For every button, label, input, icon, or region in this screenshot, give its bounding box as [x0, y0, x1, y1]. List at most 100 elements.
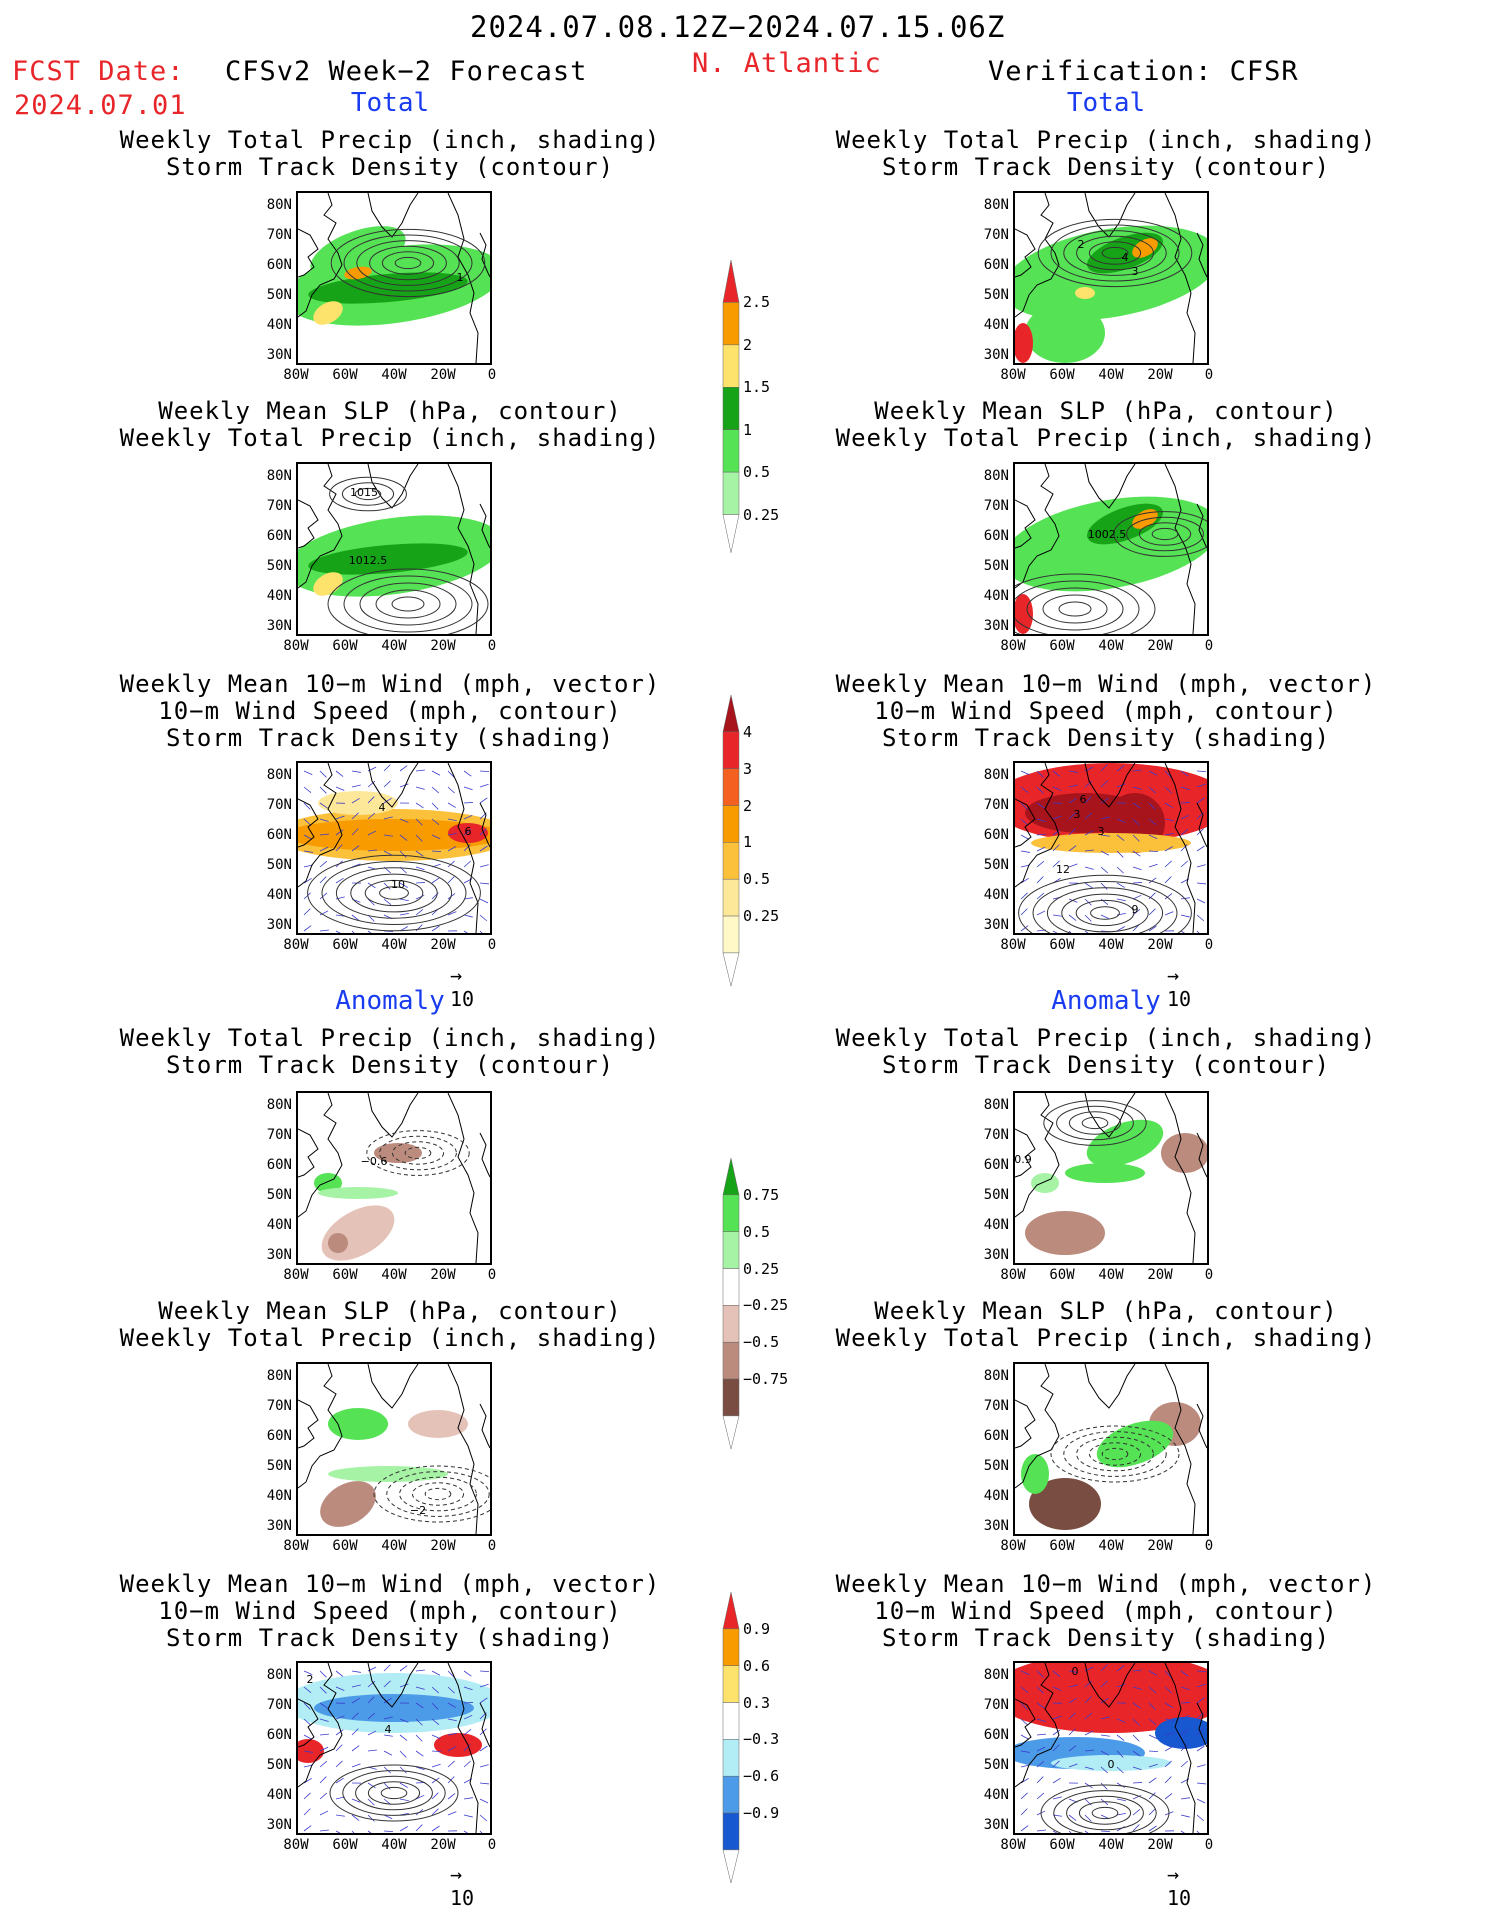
lat-label: 40N [983, 588, 1009, 604]
wind-vector [1132, 850, 1141, 857]
wind-vector [431, 1808, 439, 1816]
coastline [298, 193, 343, 318]
wind-vector [383, 780, 391, 788]
coastline [1084, 1364, 1136, 1409]
lat-label: 30N [266, 917, 292, 933]
coastline [367, 464, 419, 509]
contour-label: 4 [1122, 251, 1129, 264]
lon-label: 80W [1000, 367, 1026, 383]
wind-vector [1164, 1702, 1173, 1708]
wind-vector [399, 834, 408, 841]
map-verification-slp-anomaly [1013, 1362, 1209, 1536]
wind-vector [1164, 846, 1173, 852]
wind-vector [431, 1702, 439, 1710]
colorbar-cap [722, 1157, 740, 1196]
contour-line [1078, 1801, 1132, 1825]
coastline [447, 763, 479, 933]
wind-vector [415, 769, 425, 772]
lon-label: 20W [430, 1837, 456, 1853]
wind-vector [383, 1680, 391, 1688]
wind-vector [1132, 1702, 1141, 1709]
shading-blob [1132, 238, 1158, 258]
wind-vector [1148, 1750, 1159, 1753]
wind-vector [447, 832, 457, 836]
wind-vector [1132, 1669, 1142, 1672]
wind-vector [415, 818, 423, 826]
wind-vector [351, 1745, 360, 1752]
coastline [298, 1093, 343, 1218]
left-anomaly-label: Anomaly [335, 986, 445, 1016]
wind-vector [1084, 866, 1094, 870]
wind-vector [463, 844, 471, 852]
lon-label: 20W [430, 1538, 456, 1554]
wind-vector [431, 1734, 441, 1740]
vector-ref-v-anom: → 10 [1167, 1862, 1192, 1910]
contour-line [394, 256, 422, 270]
wind-vector [1100, 1716, 1110, 1720]
wind-vector [1084, 1830, 1089, 1833]
wind-vector [1164, 1760, 1172, 1768]
wind-vector [351, 1712, 359, 1720]
wind-vector [367, 930, 372, 933]
wind-vector [399, 1718, 409, 1723]
wind-vector [1084, 898, 1092, 906]
map-verification-slp-total: 1002.5 [1013, 462, 1209, 636]
wind-vector [319, 1733, 329, 1736]
wind-vector [1100, 914, 1110, 920]
coastline [1015, 1399, 1036, 1449]
contour-line [1050, 224, 1180, 282]
wind-vector [367, 1712, 376, 1720]
coastline [1196, 1132, 1207, 1178]
wind-vector [1036, 770, 1044, 778]
contour-line [1042, 594, 1108, 624]
colorbar-label: 2 [743, 796, 753, 815]
lat-label: 50N [983, 1458, 1009, 1474]
wind-vector [1036, 892, 1045, 900]
coastline [1015, 763, 1060, 888]
wind-vector [1196, 1830, 1200, 1833]
contour-label: 3 [1132, 265, 1139, 278]
contour-line [1040, 1784, 1170, 1833]
wind-vector [1164, 1776, 1172, 1784]
wind-vector [1084, 1696, 1092, 1704]
wind-vector [1052, 844, 1060, 852]
wind-vector [335, 770, 344, 777]
wind-vector [399, 765, 408, 772]
wind-vector [1148, 908, 1156, 916]
lat-label: 70N [983, 797, 1009, 813]
wind-vector [399, 1782, 408, 1788]
wind-vector [399, 850, 407, 858]
wind-vector [1020, 1702, 1028, 1710]
wind-vector [1052, 1760, 1060, 1768]
wind-vector [1084, 930, 1089, 933]
colorbar-storm-density [721, 694, 741, 987]
colorbar-cap [722, 694, 740, 733]
shading-blob [328, 1408, 388, 1440]
wind-vector [1132, 1734, 1140, 1742]
wind-vector [319, 1776, 327, 1784]
wind-vector [303, 786, 312, 793]
wind-vector [383, 1830, 394, 1833]
right-anomaly-label: Anomaly [1051, 986, 1161, 1016]
lat-label: 40N [266, 317, 292, 333]
colorbar-precip [721, 259, 741, 553]
wind-vector [447, 860, 455, 868]
wind-vector [351, 1798, 361, 1803]
contour-line [404, 1146, 432, 1160]
wind-vector [463, 930, 468, 933]
lat-label: 50N [266, 287, 292, 303]
contour-line [1088, 241, 1142, 265]
wind-vector [1180, 828, 1189, 836]
right-column-title: Verification: CFSR [988, 56, 1299, 87]
wind-vector [415, 866, 425, 871]
wind-vector [351, 1697, 360, 1704]
coastline [479, 1132, 490, 1178]
wind-vector [479, 1782, 489, 1785]
wind-vector [367, 898, 375, 906]
coastline [1015, 193, 1060, 318]
wind-vector [447, 1732, 457, 1736]
lat-label: 70N [983, 1398, 1009, 1414]
wind-vector [1148, 1777, 1157, 1784]
wind-vector [1148, 925, 1157, 932]
wind-vector [319, 1829, 329, 1832]
